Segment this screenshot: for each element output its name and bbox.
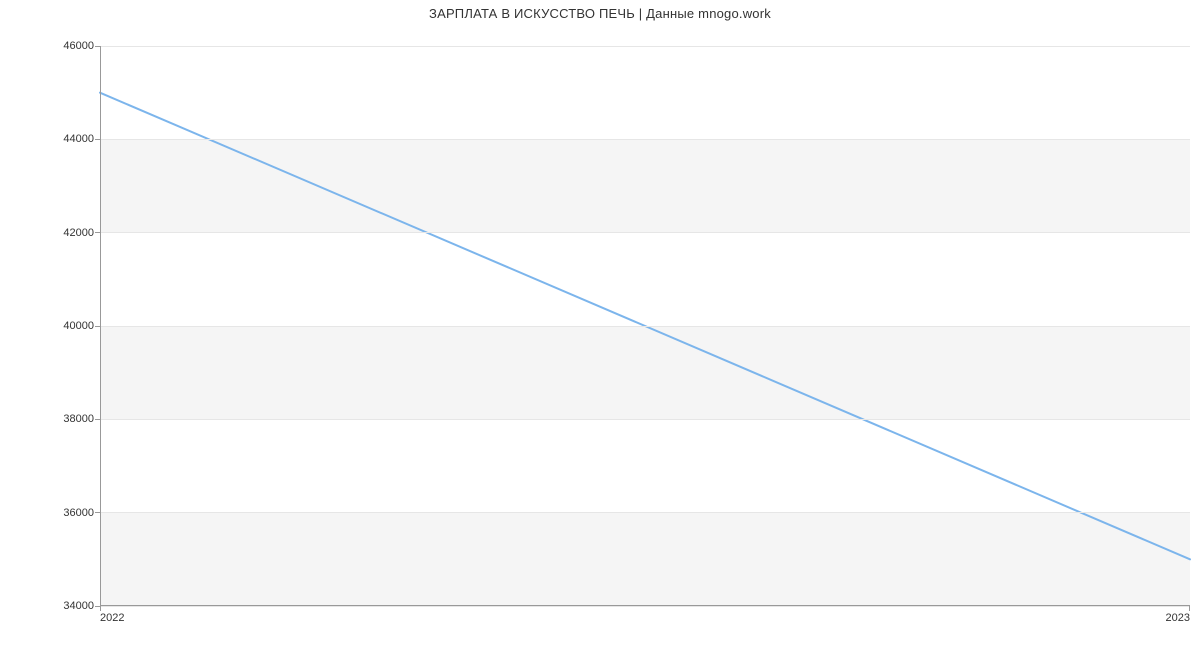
y-tick-label: 46000: [63, 40, 94, 52]
y-tick-label: 44000: [63, 133, 94, 145]
chart-title: ЗАРПЛАТА В ИСКУССТВО ПЕЧЬ | Данные mnogo…: [0, 6, 1200, 21]
y-tick-label: 34000: [63, 600, 94, 612]
salary-line-chart: ЗАРПЛАТА В ИСКУССТВО ПЕЧЬ | Данные mnogo…: [0, 0, 1200, 650]
y-gridline: [100, 512, 1190, 513]
y-gridline: [100, 419, 1190, 420]
x-tick-mark: [1189, 606, 1190, 611]
x-tick-label: 2023: [1166, 612, 1190, 624]
y-tick-label: 40000: [63, 320, 94, 332]
y-gridline: [100, 232, 1190, 233]
x-tick-mark: [100, 606, 101, 611]
y-gridline: [100, 326, 1190, 327]
y-gridline: [100, 46, 1190, 47]
y-tick-label: 36000: [63, 507, 94, 519]
x-axis-line: [100, 605, 1190, 606]
y-tick-label: 42000: [63, 227, 94, 239]
x-tick-label: 2022: [100, 612, 124, 624]
y-tick-label: 38000: [63, 413, 94, 425]
y-axis-line: [100, 46, 101, 606]
plot-area: 3400036000380004000042000440004600020222…: [100, 46, 1190, 606]
y-gridline: [100, 139, 1190, 140]
